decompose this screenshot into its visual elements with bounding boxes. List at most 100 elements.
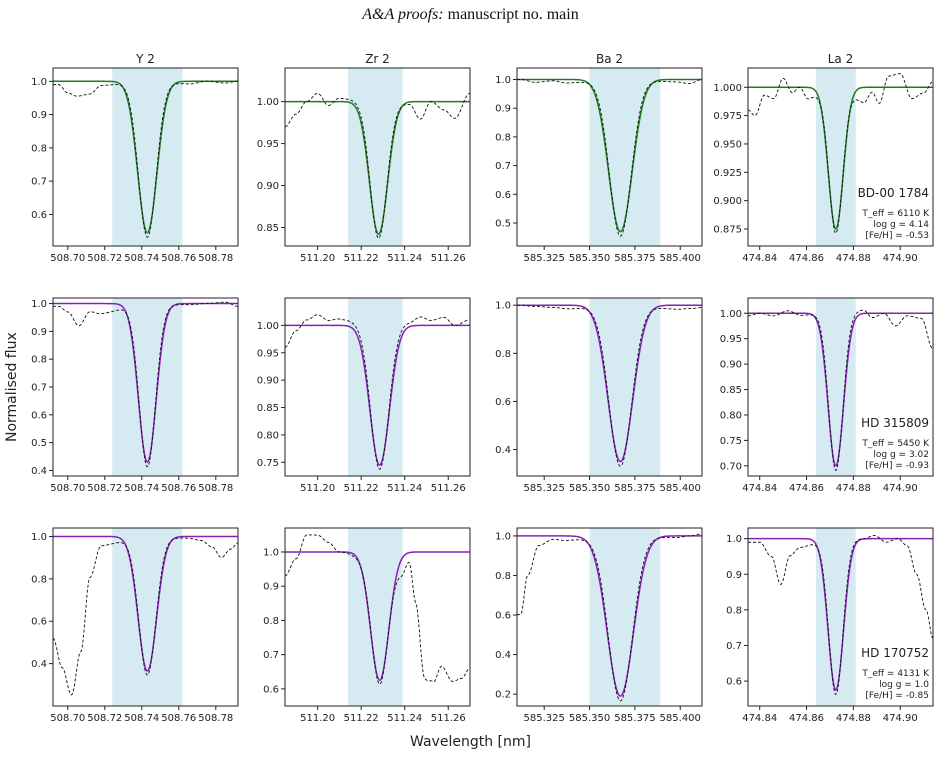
panel-2-1: 508.70 508.72 508.74 508.76 508.78 0.4 0.5 0.6 0… [31, 297, 239, 494]
y-tick-label: 0.4 [31, 659, 47, 670]
observed-spectrum-line [53, 301, 238, 468]
x-tick-label: 474.86 [789, 713, 824, 724]
y-tick-label: 0.85 [257, 223, 279, 234]
x-tick-label: 474.88 [836, 253, 871, 264]
x-tick-label: 511.20 [300, 713, 335, 724]
x-tick-label: 585.375 [614, 483, 655, 494]
panel-frame [52, 67, 239, 247]
y-tick-label: 0.8 [31, 574, 47, 585]
x-tick-label: 585.325 [524, 713, 565, 724]
y-tick-label: 0.90 [257, 181, 279, 192]
x-tick-label: 474.84 [742, 253, 777, 264]
y-tick-label: 1.00 [257, 97, 279, 108]
y-tick-label: 0.8 [495, 349, 511, 360]
y-tick-label: 1.0 [31, 77, 47, 88]
y-tick-label: 0.950 [713, 139, 742, 150]
x-tick-label: 474.86 [789, 483, 824, 494]
x-tick-label: 585.325 [524, 253, 565, 264]
observed-spectrum-line [517, 533, 702, 702]
x-tick-label: 511.26 [431, 253, 466, 264]
panel-title: Y 2 [135, 52, 155, 66]
y-tick-label: 0.90 [720, 360, 742, 371]
y-tick-label: 0.8 [495, 132, 511, 143]
x-tick-label: 585.375 [614, 713, 655, 724]
y-tick-label: 0.6 [495, 397, 511, 408]
observed-spectrum-line [285, 534, 470, 685]
y-tick-label: 1.0 [263, 547, 279, 558]
y-tick-label: 0.6 [31, 617, 47, 628]
x-axis-label: Wavelength [nm] [410, 734, 531, 750]
x-tick-label: 474.88 [836, 483, 871, 494]
y-tick-label: 0.95 [257, 348, 279, 359]
x-tick-label: 511.22 [344, 483, 379, 494]
y-tick-label: 0.75 [720, 436, 742, 447]
panel-frame [516, 67, 703, 247]
x-tick-label: 508.76 [161, 253, 196, 264]
y-tick-label: 0.4 [495, 650, 511, 661]
y-tick-label: 0.85 [257, 403, 279, 414]
panel-2-4: 474.84 474.86 474.88 474.90 0.70 0.75 0.80 0.85… [720, 297, 934, 494]
x-tick-label: 474.90 [883, 253, 918, 264]
y-tick-label: 0.8 [263, 616, 279, 627]
y-tick-label: 0.9 [263, 582, 279, 593]
panel-frame [284, 527, 471, 707]
panel-frame [516, 297, 703, 477]
panel-2-3: 585.325 585.350 585.375 585.400 0.4 0.6 0.8 1.0 [495, 297, 703, 494]
panel-frame [284, 67, 471, 247]
line-window-band [815, 528, 856, 706]
panel-title: La 2 [828, 52, 854, 66]
x-tick-label: 511.22 [344, 713, 379, 724]
y-tick-label: 0.90 [257, 376, 279, 387]
y-tick-label: 0.975 [713, 111, 742, 122]
panel-1-1: 508.70 508.72 508.74 508.76 508.78 0.6 0.7 0.8 0… [31, 52, 239, 264]
model-spectrum-line [285, 551, 470, 682]
x-tick-label: 474.88 [836, 713, 871, 724]
y-tick-label: 0.9 [495, 104, 511, 115]
y-tick-label: 0.9 [31, 110, 47, 121]
x-tick-label: 511.24 [387, 483, 422, 494]
y-tick-label: 0.75 [257, 458, 279, 469]
y-tick-label: 0.85 [720, 385, 742, 396]
y-tick-label: 0.8 [726, 605, 742, 616]
y-tick-label: 1.0 [31, 532, 47, 543]
journal-name: A&A proofs: [362, 6, 444, 23]
y-tick-label: 0.2 [495, 690, 511, 701]
y-tick-label: 1.0 [726, 534, 742, 545]
line-window-band [815, 298, 856, 476]
x-tick-label: 585.375 [614, 253, 655, 264]
panel-1-4: 474.84 474.86 474.88 474.90 0.875 0.900 0.925 0… [713, 52, 934, 264]
x-tick-label: 508.72 [87, 253, 122, 264]
y-tick-label: 1.00 [257, 321, 279, 332]
observed-spectrum-line [748, 309, 933, 472]
x-tick-label: 585.350 [569, 253, 610, 264]
y-axis-label-wrap: Normalised flux [4, 332, 24, 462]
panel-frame [52, 527, 239, 707]
y-tick-label: 1.0 [31, 299, 47, 310]
star-name: HD 315809 [861, 416, 929, 430]
line-window-band [112, 528, 183, 706]
x-tick-label: 508.76 [161, 483, 196, 494]
y-tick-label: 0.9 [31, 327, 47, 338]
x-tick-label: 585.350 [569, 483, 610, 494]
line-window-band [348, 68, 403, 246]
observed-spectrum-line [517, 79, 702, 237]
y-axis-label: Normalised flux [4, 332, 20, 442]
y-tick-label: 0.5 [495, 219, 511, 230]
line-window-band [815, 68, 856, 246]
y-tick-label: 0.8 [495, 571, 511, 582]
x-tick-label: 511.22 [344, 253, 379, 264]
x-tick-label: 508.78 [198, 253, 233, 264]
line-window-band [112, 68, 183, 246]
x-tick-label: 474.84 [742, 713, 777, 724]
y-tick-label: 0.95 [257, 139, 279, 150]
panel-frame [747, 67, 934, 247]
manuscript-label: manuscript no. main [447, 6, 579, 23]
y-tick-label: 0.6 [263, 684, 279, 695]
observed-spectrum-line [285, 314, 470, 470]
line-window-band [589, 528, 661, 706]
x-tick-label: 508.74 [124, 483, 159, 494]
stellar-parameter: T_eff = 5450 K [861, 439, 930, 449]
y-tick-label: 1.0 [495, 301, 511, 312]
x-tick-label: 585.350 [569, 713, 610, 724]
